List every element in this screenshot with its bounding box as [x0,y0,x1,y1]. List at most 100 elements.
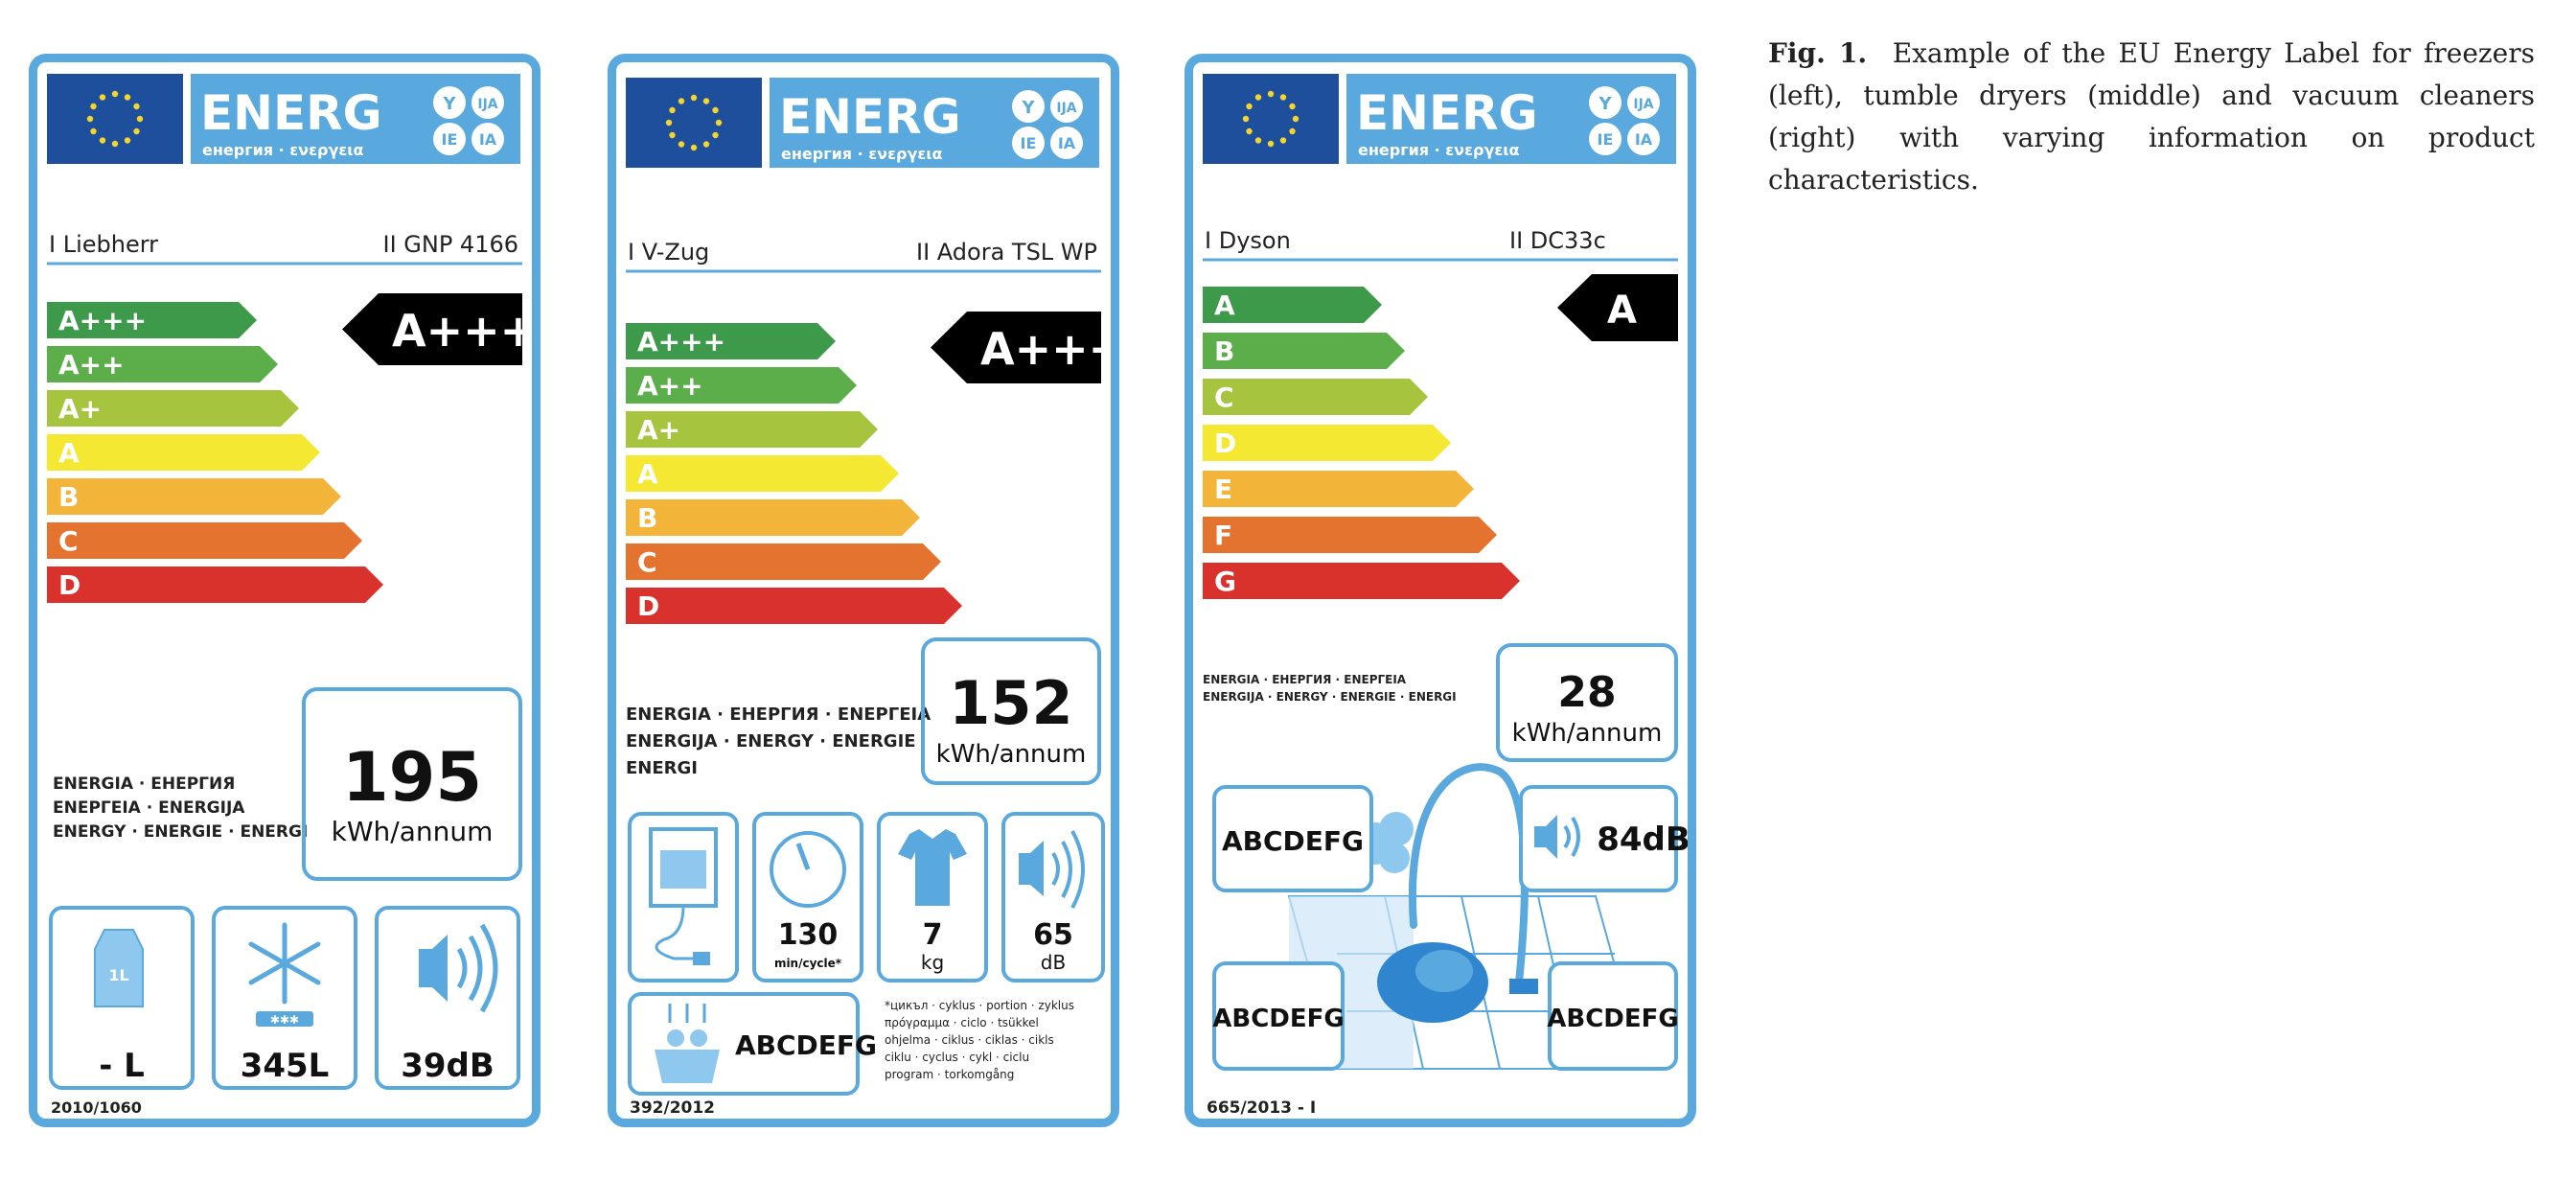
class-bar [1203,517,1497,553]
class-bar-label: A+ [637,414,680,446]
class-bar-label: B [1214,335,1234,367]
class-bar [47,302,257,338]
class-bar-label: A+++ [637,326,725,358]
eu-star [702,98,710,104]
figure-caption-label: Fig. 1. [1768,37,1868,69]
class-bar-label: A [58,437,80,469]
eu-stars-icon [1242,90,1300,148]
figure-caption-text: Example of the EU Energy Label for freez… [1768,37,2535,196]
capacity-unit: kg [921,951,944,974]
footnote-line-5: program · torkomgång [885,1068,1014,1081]
eu-star [669,131,676,139]
carpet-cleaning-box [1212,961,1345,1071]
class-bar-label: D [58,569,80,601]
footnote-line-2: πρόγραμμα · ciclo · tsükkel [885,1016,1039,1029]
eu-star [712,131,719,139]
energy-text-line-2: ENERGIJA · ENERGY · ENERGIE · ENERGI [1203,690,1457,704]
badge-ija: IJA [1056,101,1076,116]
eu-star [133,103,140,110]
header-subtitle: енергия · ενεργεια [781,145,942,163]
noise-box [1001,812,1105,982]
eu-star [712,106,719,114]
model-identifier: II GNP 4166 [382,231,518,258]
language-badges: Y IJA IE IA [1012,90,1083,159]
class-bar-label: C [58,525,79,557]
class-bar-label: D [637,590,659,622]
efficiency-class-scale: A+++ A++ A+ ABCD [626,323,962,624]
class-bar [47,346,278,382]
supplier-name: I V-Zug [628,239,709,266]
energy-header [191,74,520,164]
eu-star [702,141,710,148]
rating-value: A+++ [980,323,1111,375]
carpet-cleaning-scale: ABCDEFG [1212,1005,1344,1033]
badge-ia: IA [1058,134,1076,152]
consumption-unit: kWh/annum [332,816,494,847]
language-badges: Y IJA IE IA [1589,86,1660,155]
rating-arrow [1557,274,1678,341]
class-bar-label: D [1214,428,1236,459]
class-bar [47,478,341,515]
class-bar-label: C [637,546,657,578]
eu-star [665,119,673,127]
badge-ie: IE [1021,134,1037,152]
eu-stars-icon [86,90,144,148]
energy-label-tumble-dryer: ENERG енергия · ενεργεια Y IJA IE IA I V… [608,54,1119,1127]
class-bar-label: C [1214,381,1234,413]
language-badges: Y IJA IE IA [433,86,504,155]
eu-star [111,90,119,98]
speaker-icon [1019,830,1085,909]
regulation-number: 665/2013 - I [1207,1098,1316,1118]
energy-text-line-3: ENERGI [626,758,698,778]
eu-star [90,103,97,110]
eu-star [124,137,131,144]
eu-star [1267,140,1275,148]
eu-star [1242,115,1250,123]
class-bar [626,411,878,448]
class-bar-label: A++ [637,370,703,402]
class-bar-label: A++ [58,349,125,381]
badge-ija: IJA [477,97,497,112]
supplier-name: I Dyson [1205,227,1291,254]
supplier-name: I Liebherr [49,231,158,258]
badge-y: Y [442,94,456,114]
carton-volume-text: 1L [108,966,128,984]
noise-unit: dB [1041,951,1066,974]
eu-star [136,115,144,123]
star-rating-bar [256,1011,313,1027]
eu-flag [1203,74,1339,164]
eu-star [1246,127,1253,135]
dryer-type-box [628,812,739,982]
consumption-value: 152 [949,668,1072,738]
energy-text-line-1: ENERGIA · ЕНЕРГИЯ [53,774,235,794]
condensation-icon [655,1004,720,1083]
freezer-label-graphic: ENERG енергия · ενεργεια Y IJA IE IA I L… [47,74,532,1117]
header-energ-word: ENERG [1356,85,1538,141]
class-bar [47,390,299,427]
noise-value: 39dB [401,1047,494,1085]
condensation-scale: ABCDEFG [735,1029,877,1061]
header-subtitle: енергия · ενεργεια [1358,141,1519,159]
energy-header [1346,74,1676,164]
hard-floor-cleaning-scale: ABCDEFG [1547,1005,1678,1033]
dust-emission-scale: ABCDEFG [1222,825,1364,857]
regulation-number: 2010/1060 [51,1098,142,1117]
consumption-unit: kWh/annum [936,740,1087,769]
footnote-line-3: ohjelma · ciklus · ciklas · cikls [885,1033,1054,1047]
footnote-line-1: *цикъл · cyklus · portion · zyklus [885,999,1074,1012]
class-bar [1203,563,1520,599]
class-bar-label: G [1214,566,1236,597]
eu-flag [47,74,183,164]
frozen-volume-value: 345L [241,1047,330,1085]
class-bar-label: F [1214,520,1232,551]
timer-icon [770,831,846,908]
eu-star [678,141,685,148]
class-bar [626,455,899,492]
badge-ia: IA [479,130,497,149]
dryer-label-graphic: ENERG енергия · ενεργεια Y IJA IE IA I V… [626,78,1111,1118]
class-bar [1203,333,1405,369]
eu-star [1254,137,1262,144]
class-bar [1203,379,1428,415]
cycle-time-value: 130 [778,918,839,952]
eu-star [86,115,94,123]
